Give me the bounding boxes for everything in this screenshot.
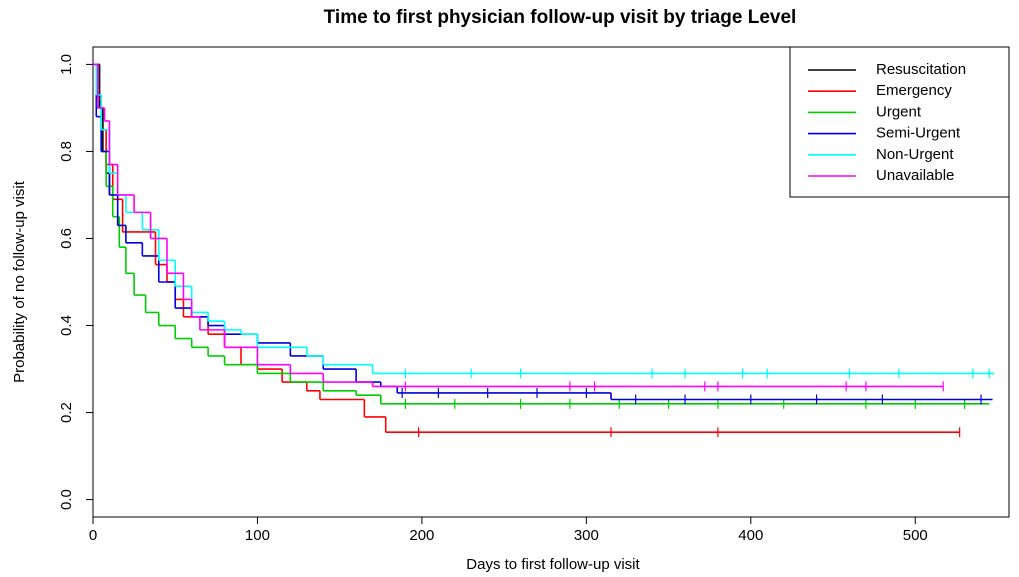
x-tick-label: 100 bbox=[245, 527, 270, 544]
legend-label: Semi-Urgent bbox=[876, 125, 961, 142]
y-tick-label: 1.0 bbox=[58, 54, 75, 75]
x-axis-label: Days to first follow-up visit bbox=[466, 556, 640, 573]
legend-label: Resuscitation bbox=[876, 61, 966, 78]
chart-title: Time to first physician follow-up visit … bbox=[324, 7, 797, 28]
y-tick-label: 0.4 bbox=[58, 315, 75, 336]
y-tick-label: 0.0 bbox=[58, 489, 75, 510]
y-tick-label: 0.8 bbox=[58, 141, 75, 162]
x-tick-label: 400 bbox=[738, 527, 763, 544]
y-tick-label: 0.6 bbox=[58, 228, 75, 249]
plot-frame bbox=[92, 46, 1010, 518]
x-tick-label: 0 bbox=[89, 527, 97, 544]
legend-label: Emergency bbox=[876, 82, 952, 99]
legend-box bbox=[789, 46, 1010, 198]
x-tick-label: 300 bbox=[574, 527, 599, 544]
legend-label: Urgent bbox=[876, 103, 922, 120]
x-tick-label: 200 bbox=[409, 527, 434, 544]
y-tick-label: 0.2 bbox=[58, 402, 75, 423]
legend-label: Non-Urgent bbox=[876, 146, 954, 163]
legend-label: Unavailable bbox=[876, 167, 954, 184]
y-axis-label: Probability of no follow-up visit bbox=[11, 180, 28, 383]
x-tick-label: 500 bbox=[903, 527, 928, 544]
